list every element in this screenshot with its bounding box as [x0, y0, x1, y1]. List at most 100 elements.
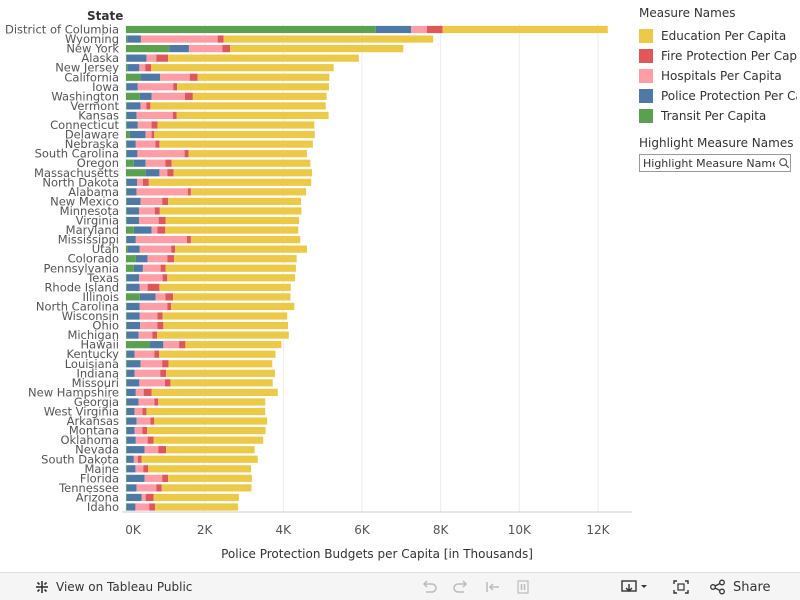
bar-segment[interactable]	[138, 331, 153, 339]
bar-segment[interactable]	[140, 321, 158, 330]
bar-segment[interactable]	[138, 216, 159, 225]
undo-button[interactable]	[420, 577, 438, 597]
bar-segment[interactable]	[160, 264, 166, 272]
bar-segment[interactable]	[151, 226, 158, 234]
bar-segment[interactable]	[168, 474, 252, 482]
view-on-tableau-button[interactable]: View on Tableau Public	[34, 577, 192, 597]
bar-segment[interactable]	[155, 293, 166, 301]
bar-segment[interactable]	[223, 35, 434, 43]
bar-segment[interactable]	[126, 236, 127, 244]
bar-segment[interactable]	[126, 178, 127, 186]
bar-segment[interactable]	[134, 427, 143, 435]
bar-segment[interactable]	[134, 407, 143, 416]
bar-segment[interactable]	[143, 388, 152, 396]
bar-segment[interactable]	[126, 360, 141, 368]
bar-segment[interactable]	[126, 236, 136, 244]
bar-segment[interactable]	[126, 321, 141, 330]
bar-segment[interactable]	[171, 245, 176, 253]
bar-segment[interactable]	[138, 274, 163, 282]
bar-segment[interactable]	[127, 245, 140, 253]
bar-segment[interactable]	[144, 446, 159, 454]
bar-segment[interactable]	[164, 379, 171, 387]
bar-segment[interactable]	[126, 178, 138, 186]
bar-segment[interactable]	[126, 417, 127, 425]
bar-segment[interactable]	[126, 197, 141, 205]
bar-segment[interactable]	[151, 92, 185, 100]
bar-segment[interactable]	[179, 341, 186, 349]
bar-segment[interactable]	[139, 293, 156, 301]
bar-segment[interactable]	[126, 474, 145, 482]
bar-segment[interactable]	[157, 121, 315, 129]
bar-segment[interactable]	[157, 321, 164, 330]
highlight-search-box[interactable]	[639, 154, 791, 172]
bar-segment[interactable]	[154, 417, 268, 425]
bar-segment[interactable]	[192, 92, 327, 100]
bar-segment[interactable]	[135, 503, 150, 511]
bar-segment[interactable]	[145, 169, 160, 177]
bar-segment[interactable]	[126, 245, 128, 253]
bar-segment[interactable]	[145, 64, 152, 72]
bar-segment[interactable]	[148, 178, 312, 186]
bar-segment[interactable]	[126, 436, 136, 444]
bar-segment[interactable]	[151, 130, 155, 139]
bar-segment[interactable]	[133, 264, 143, 272]
bar-segment[interactable]	[126, 312, 127, 320]
bar-segment[interactable]	[137, 83, 174, 91]
bar-segment[interactable]	[147, 255, 168, 263]
bar-segment[interactable]	[139, 379, 165, 387]
bar-segment[interactable]	[162, 312, 288, 320]
bar-segment[interactable]	[155, 140, 160, 148]
bar-segment[interactable]	[126, 45, 170, 53]
bar-segment[interactable]	[126, 54, 147, 62]
bar-segment[interactable]	[154, 207, 160, 215]
bar-segment[interactable]	[160, 369, 167, 377]
bar-segment[interactable]	[126, 130, 130, 139]
bar-segment[interactable]	[411, 25, 427, 34]
bar-segment[interactable]	[126, 283, 127, 291]
bar-segment[interactable]	[140, 197, 163, 205]
bar-segment[interactable]	[139, 92, 152, 100]
bar-segment[interactable]	[145, 130, 152, 139]
bar-segment[interactable]	[126, 379, 140, 387]
bar-segment[interactable]	[184, 150, 189, 158]
bar-segment[interactable]	[126, 407, 135, 416]
bar-segment[interactable]	[145, 493, 154, 502]
bar-segment[interactable]	[168, 360, 273, 368]
bar-segment[interactable]	[147, 436, 154, 444]
bar-segment[interactable]	[126, 102, 141, 110]
bar-segment[interactable]	[126, 140, 127, 148]
bar-segment[interactable]	[126, 493, 127, 502]
bar-segment[interactable]	[149, 503, 156, 511]
bar-segment[interactable]	[126, 427, 127, 435]
bar-segment[interactable]	[158, 398, 266, 406]
bar-segment[interactable]	[126, 436, 127, 444]
bar-segment[interactable]	[126, 226, 134, 234]
bar-segment[interactable]	[126, 321, 127, 330]
bar-segment[interactable]	[126, 503, 136, 511]
bar-segment[interactable]	[140, 35, 218, 43]
bar-segment[interactable]	[127, 64, 140, 72]
bar-segment[interactable]	[147, 283, 160, 291]
bar-segment[interactable]	[126, 188, 137, 196]
bar-segment[interactable]	[139, 283, 148, 291]
bar-segment[interactable]	[159, 207, 302, 215]
bar-segment[interactable]	[151, 121, 158, 129]
bar-segment[interactable]	[173, 255, 297, 263]
bar-segment[interactable]	[157, 331, 289, 339]
bar-segment[interactable]	[126, 465, 127, 473]
bar-segment[interactable]	[126, 64, 128, 72]
legend-item[interactable]: Transit Per Capita	[639, 106, 799, 126]
bar-segment[interactable]	[188, 150, 307, 158]
bar-segment[interactable]	[173, 83, 178, 91]
bar-segment[interactable]	[126, 35, 128, 43]
bar-segment[interactable]	[126, 388, 136, 396]
bar-segment[interactable]	[175, 245, 307, 253]
bar-segment[interactable]	[159, 169, 168, 177]
bar-segment[interactable]	[126, 446, 127, 454]
bar-segment[interactable]	[126, 216, 139, 225]
bar-segment[interactable]	[126, 83, 138, 91]
search-icon[interactable]	[778, 156, 790, 170]
bar-segment[interactable]	[126, 283, 140, 291]
bar-segment[interactable]	[157, 226, 166, 234]
bar-segment[interactable]	[151, 388, 278, 396]
